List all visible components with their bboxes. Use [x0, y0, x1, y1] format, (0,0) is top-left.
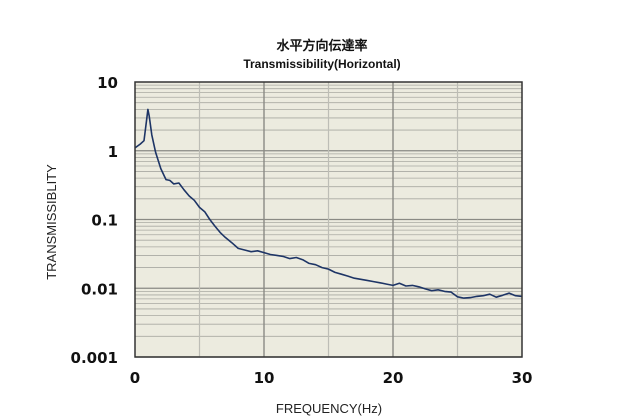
chart-subtitle: Transmissibility(Horizontal): [243, 57, 400, 71]
x-axis-label: FREQUENCY(Hz): [276, 401, 382, 416]
series-line: [134, 108, 523, 299]
y-tick-label: 0.001: [71, 349, 118, 367]
x-tick-label: 0: [130, 369, 140, 387]
grid: [135, 82, 522, 358]
x-tick-label: 10: [254, 369, 275, 387]
chart-title: 水平方向伝達率: [276, 38, 367, 54]
y-tick-label: 1: [108, 143, 118, 161]
y-tick-label: 0.1: [91, 212, 118, 230]
x-tick-label: 20: [383, 369, 404, 387]
x-tick-label: 30: [512, 369, 533, 387]
y-tick-label: 0.01: [81, 280, 118, 298]
plot-frame: [134, 81, 523, 358]
y-axis-label: TRANSMISSIBLITY: [44, 164, 59, 280]
y-tick-label: 10: [97, 74, 118, 92]
